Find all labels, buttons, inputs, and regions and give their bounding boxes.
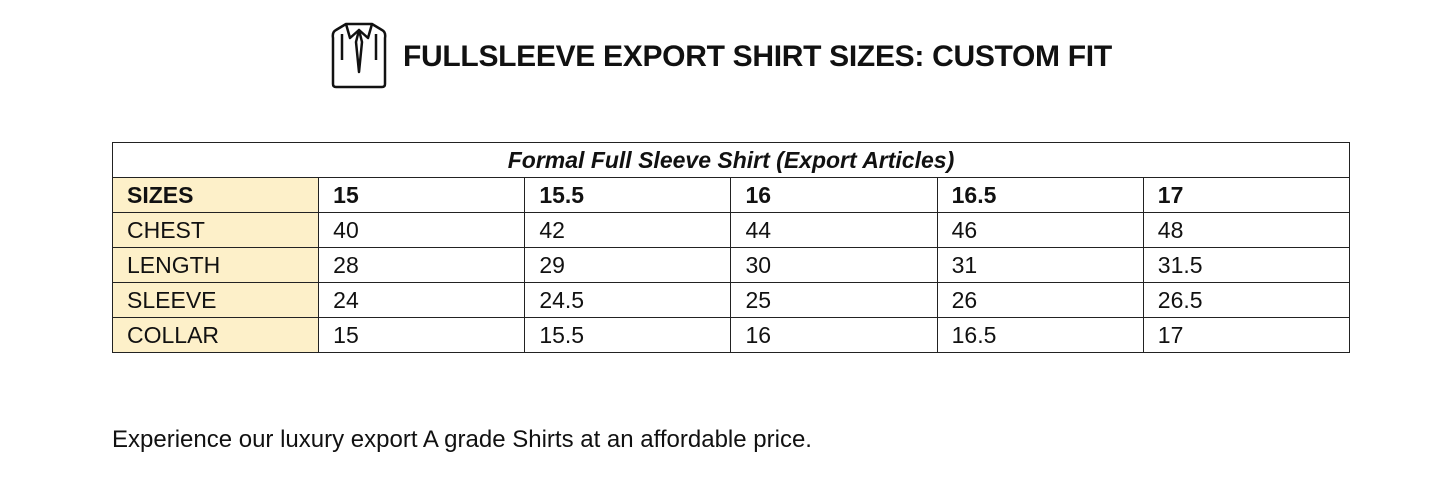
table-row: LENGTH 28 29 30 31 31.5 [111, 247, 1351, 283]
row-label: COLLAR [111, 317, 320, 353]
row-label: SLEEVE [111, 282, 320, 318]
caption-row: Formal Full Sleeve Shirt (Export Article… [112, 142, 1350, 178]
table-row: CHEST 40 42 44 46 48 [111, 212, 1351, 248]
table-cell: 30 [730, 247, 938, 283]
table-cell: 48 [1142, 212, 1351, 248]
table-cell: 17 [1142, 317, 1351, 353]
table-cell: 26 [936, 282, 1144, 318]
table-cell: 28 [318, 247, 526, 283]
table-cell: 46 [936, 212, 1144, 248]
shirt-icon [331, 22, 387, 89]
header-cell: 16.5 [936, 177, 1144, 213]
header-cell: 15 [318, 177, 526, 213]
header-cell: 16 [730, 177, 938, 213]
size-table: Formal Full Sleeve Shirt (Export Article… [111, 142, 1351, 353]
table-cell: 25 [730, 282, 938, 318]
header-cell: 15.5 [524, 177, 732, 213]
table-cell: 15 [318, 317, 526, 353]
table-caption: Formal Full Sleeve Shirt (Export Article… [112, 142, 1350, 178]
table-cell: 24.5 [524, 282, 732, 318]
header-row: SIZES 15 15.5 16 16.5 17 [111, 177, 1351, 213]
table-cell: 15.5 [524, 317, 732, 353]
row-label: LENGTH [111, 247, 320, 283]
table-cell: 16.5 [936, 317, 1144, 353]
footer-text: Experience our luxury export A grade Shi… [112, 426, 812, 453]
page-title: FULLSLEEVE EXPORT SHIRT SIZES: CUSTOM FI… [403, 40, 1112, 73]
table-cell: 31.5 [1142, 247, 1351, 283]
table-row: COLLAR 15 15.5 16 16.5 17 [111, 317, 1351, 353]
header-cell: SIZES [111, 177, 320, 213]
row-label: CHEST [111, 212, 320, 248]
table-cell: 44 [730, 212, 938, 248]
table-cell: 16 [730, 317, 938, 353]
table-cell: 29 [524, 247, 732, 283]
table-cell: 26.5 [1142, 282, 1351, 318]
table-cell: 24 [318, 282, 526, 318]
table-cell: 40 [318, 212, 526, 248]
table-row: SLEEVE 24 24.5 25 26 26.5 [111, 282, 1351, 318]
header-cell: 17 [1142, 177, 1351, 213]
table-cell: 31 [936, 247, 1144, 283]
table-cell: 42 [524, 212, 732, 248]
